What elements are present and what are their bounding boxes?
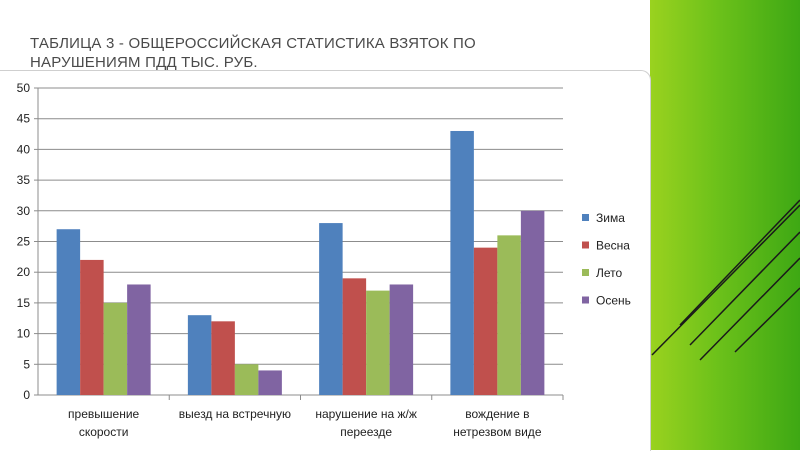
bar-Зима [319, 223, 343, 395]
category-label: нетрезвом виде [453, 425, 542, 439]
bar-Весна [80, 259, 104, 395]
legend: Зима Весна Лето Осень [582, 211, 631, 308]
deco-line [689, 231, 800, 346]
bar-Весна [473, 247, 498, 395]
legend-swatch [582, 269, 589, 276]
bar-Осень [127, 284, 151, 395]
y-tick-label: 10 [17, 327, 31, 341]
y-tick-label: 30 [17, 204, 31, 218]
legend-swatch [582, 241, 589, 249]
category-label: выезд на встречную [179, 407, 291, 421]
bar-Лето [103, 302, 128, 395]
y-tick-label: 25 [17, 235, 31, 249]
y-tick-label: 15 [17, 296, 31, 310]
deco-line [651, 204, 800, 356]
category-labels: превышение скорости выезд на встречную нару… [68, 407, 542, 439]
y-tick-label: 20 [17, 265, 31, 279]
bar-Весна [211, 321, 235, 395]
bar-Лето [234, 364, 259, 395]
deco-line [679, 199, 800, 326]
y-tick-label: 45 [17, 112, 31, 126]
legend-label: Осень [596, 294, 631, 308]
deco-line [734, 287, 800, 353]
slide-title: Таблица 3 - общероссийская статистика вз… [30, 35, 476, 71]
chart-panel: 0 5 10 15 20 25 30 35 40 45 50 превышение скорости в… [0, 70, 651, 451]
category-label: скорости [79, 425, 129, 439]
y-tick-label: 50 [17, 81, 31, 95]
y-tick-label: 40 [17, 142, 31, 156]
legend-label: Лето [596, 266, 623, 280]
bar-Весна [342, 278, 367, 395]
bars [56, 130, 545, 396]
bar-Осень [258, 370, 282, 395]
legend-swatch [582, 296, 589, 304]
bar-Зима [450, 130, 474, 396]
bar-Зима [56, 229, 81, 395]
y-tick-label: 5 [23, 357, 30, 371]
legend-label: Зима [596, 211, 625, 225]
legend-label: Весна [596, 239, 630, 253]
category-label: переезде [340, 425, 392, 439]
deco-line [699, 257, 800, 361]
bar-Осень [389, 284, 414, 395]
category-label: превышение [68, 407, 139, 421]
bar-Лето [366, 290, 390, 395]
bar-Лето [497, 235, 521, 395]
category-label: вождение в [465, 407, 529, 421]
category-label: нарушение на ж/ж [315, 407, 417, 421]
y-tick-label: 35 [17, 173, 31, 187]
bar-Зима [187, 315, 212, 395]
bar-chart: 0 5 10 15 20 25 30 35 40 45 50 превышение скорости в… [17, 81, 631, 439]
bar-Осень [520, 210, 545, 395]
y-tick-label: 0 [23, 388, 30, 402]
legend-swatch [582, 214, 589, 221]
